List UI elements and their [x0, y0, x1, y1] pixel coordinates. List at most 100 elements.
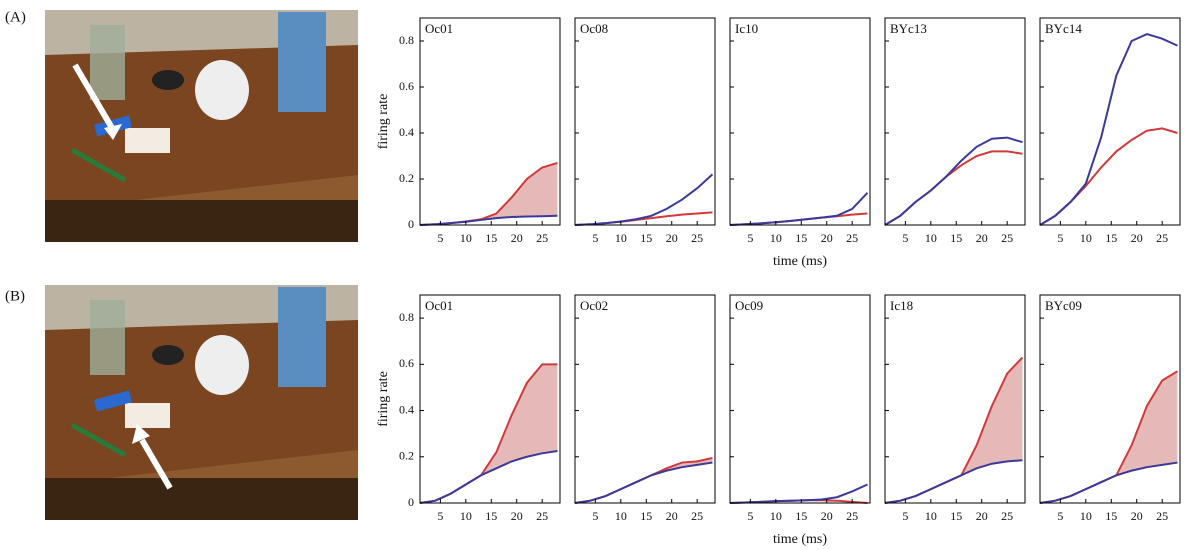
y-tick-label: 0: [408, 495, 414, 509]
panel-label: (B): [5, 288, 25, 304]
arrow: [139, 438, 173, 490]
x-tick-label: 25: [536, 231, 548, 245]
y-axis-label: firing rate: [376, 371, 391, 427]
y-tick-label: 0.4: [399, 125, 414, 139]
panel-label: (A): [5, 9, 26, 25]
x-tick-label: 5: [902, 509, 908, 523]
x-tick-label: 20: [666, 231, 678, 245]
chart-title: Oc01: [425, 21, 453, 36]
chart-title: Ic18: [890, 298, 913, 313]
x-tick-label: 10: [925, 231, 937, 245]
x-tick-label: 15: [950, 231, 962, 245]
difference-fill: [1040, 371, 1178, 503]
x-tick-label: 15: [795, 509, 807, 523]
plot-frame: [574, 294, 716, 504]
x-tick-label: 5: [592, 509, 598, 523]
x-tick-label: 15: [795, 231, 807, 245]
x-tick-label: 10: [770, 509, 782, 523]
arrowhead: [132, 424, 150, 444]
x-tick-label: 10: [1080, 509, 1092, 523]
series-line: [1039, 461, 1178, 504]
plot-frame: [729, 17, 871, 226]
x-tick-label: 25: [1156, 509, 1168, 523]
x-tick-label: 20: [821, 231, 833, 245]
difference-fill: [885, 151, 1023, 225]
x-tick-label: 10: [925, 509, 937, 523]
plot-frame: [884, 17, 1026, 226]
lighter: [94, 390, 132, 412]
chart-title: BYc14: [1045, 21, 1082, 36]
cup: [195, 335, 249, 395]
x-tick-label: 20: [511, 509, 523, 523]
y-axis-label: firing rate: [376, 94, 391, 150]
plot-frame: [729, 294, 871, 504]
glass: [90, 300, 125, 375]
difference-fill: [420, 162, 558, 225]
series-line: [574, 173, 714, 226]
plot-frame: [419, 17, 561, 226]
x-tick-label: 10: [1080, 231, 1092, 245]
x-tick-label: 25: [1001, 231, 1013, 245]
x-tick-label: 15: [640, 509, 652, 523]
x-tick-label: 5: [1057, 231, 1063, 245]
x-tick-label: 15: [950, 509, 962, 523]
x-tick-label: 25: [846, 231, 858, 245]
chart-title: Ic10: [735, 21, 758, 36]
x-tick-label: 20: [1131, 231, 1143, 245]
x-tick-label: 25: [1156, 231, 1168, 245]
chart-title: BYc09: [1045, 298, 1082, 313]
x-axis-label: time (ms): [773, 532, 827, 547]
x-tick-label: 25: [691, 231, 703, 245]
y-tick-label: 0.8: [399, 310, 414, 324]
plot-frame: [574, 17, 716, 226]
x-tick-label: 5: [437, 231, 443, 245]
x-tick-label: 5: [902, 231, 908, 245]
box: [125, 128, 170, 153]
x-axis-label: time (ms): [773, 254, 827, 269]
series-line: [884, 136, 1023, 226]
y-tick-label: 0.8: [399, 33, 414, 47]
plot-frame: [419, 294, 561, 504]
x-tick-label: 5: [1057, 509, 1063, 523]
series-line: [884, 459, 1023, 504]
x-tick-label: 15: [485, 509, 497, 523]
carton: [278, 287, 326, 387]
series-line: [419, 450, 558, 504]
x-tick-label: 15: [485, 231, 497, 245]
x-tick-label: 25: [536, 509, 548, 523]
x-tick-label: 10: [615, 509, 627, 523]
series-line: [574, 461, 713, 504]
x-tick-label: 15: [640, 231, 652, 245]
x-tick-label: 15: [1105, 509, 1117, 523]
chart-title: BYc13: [890, 21, 927, 36]
x-tick-label: 5: [592, 231, 598, 245]
series-line: [729, 483, 868, 504]
y-tick-label: 0.6: [399, 356, 414, 370]
x-tick-label: 20: [1131, 509, 1143, 523]
bowl: [152, 345, 184, 365]
cup: [195, 60, 249, 120]
x-tick-label: 20: [666, 509, 678, 523]
x-tick-label: 15: [1105, 231, 1117, 245]
plot-frame: [1039, 17, 1181, 226]
difference-fill: [420, 364, 558, 503]
chart-title: Oc01: [425, 298, 453, 313]
photo: [45, 10, 358, 242]
glass: [90, 25, 125, 100]
series-line: [729, 192, 869, 226]
table-edge: [45, 478, 358, 520]
chart-title: Oc02: [580, 298, 608, 313]
x-tick-label: 25: [691, 509, 703, 523]
series-line: [419, 214, 558, 226]
series-line: [1039, 33, 1178, 226]
x-tick-label: 25: [1001, 509, 1013, 523]
x-tick-label: 10: [460, 231, 472, 245]
pen: [70, 147, 127, 183]
y-tick-label: 0.2: [399, 449, 414, 463]
x-tick-label: 10: [460, 509, 472, 523]
arrowhead: [104, 124, 122, 140]
pen: [70, 422, 127, 458]
difference-fill: [575, 457, 713, 503]
